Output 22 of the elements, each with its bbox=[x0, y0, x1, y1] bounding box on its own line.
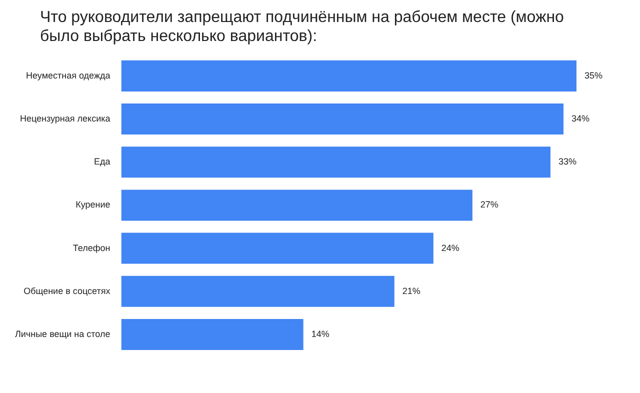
bar bbox=[121, 318, 304, 350]
y-tick-label: Нецензурная лексика bbox=[20, 114, 110, 124]
y-tick-label: Курение bbox=[76, 200, 110, 210]
y-tick-label: Еда bbox=[94, 156, 110, 167]
data-label: 24% bbox=[441, 242, 460, 253]
y-tick-label: Телефон bbox=[72, 242, 110, 253]
data-label: 27% bbox=[480, 200, 498, 210]
bar bbox=[121, 60, 576, 92]
bar bbox=[121, 232, 434, 264]
bar bbox=[121, 146, 550, 178]
data-label: 33% bbox=[558, 156, 576, 167]
data-label: 21% bbox=[402, 286, 420, 296]
y-tick-label: Неуместная одежда bbox=[26, 70, 110, 80]
chart-title: Что руководители запрещают подчинённым на рабочем месте (можно было выбрать несколько вариантов): bbox=[40, 8, 565, 46]
data-label: 34% bbox=[571, 114, 590, 124]
data-label: 14% bbox=[311, 328, 330, 339]
y-tick-label: Личные вещи на столе bbox=[14, 328, 110, 339]
bar bbox=[121, 104, 564, 135]
bar bbox=[121, 276, 394, 307]
data-label: 35% bbox=[584, 70, 602, 80]
bar bbox=[121, 190, 472, 221]
y-tick-label: Общение в соцсетях bbox=[24, 286, 111, 296]
